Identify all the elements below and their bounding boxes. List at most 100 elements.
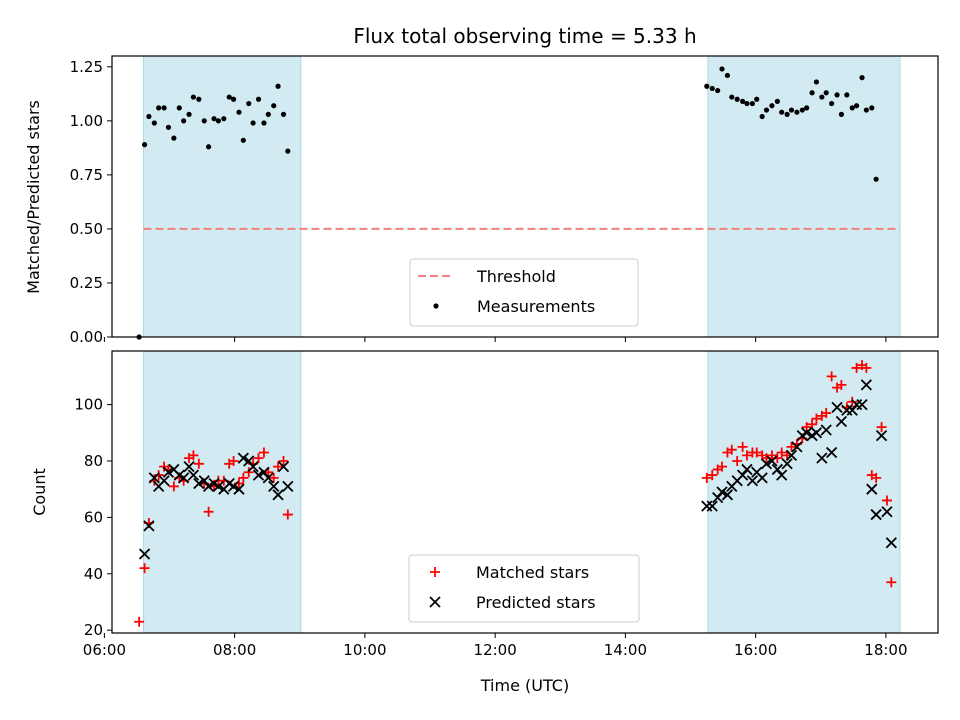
predicted-star-point [760, 458, 773, 470]
measurement-point [280, 111, 287, 117]
predicted-star-point [721, 489, 734, 501]
predicted-star-point [233, 483, 245, 495]
measurement-point [255, 96, 262, 102]
predicted-star-point [771, 463, 783, 476]
predicted-star-point [791, 441, 803, 453]
predicted-star-point [198, 475, 210, 487]
predicted-star-point [856, 398, 868, 411]
measurement-point [719, 66, 725, 72]
matched-star-point [886, 577, 897, 588]
matched-star-point [243, 467, 254, 478]
measurement-point [729, 94, 735, 100]
predicted-star-point [881, 506, 893, 518]
predicted-star-point [781, 458, 793, 470]
top-panel: 0.00 0.25 0.50 0.75 1.00 1.25 Matched/Predict… [24, 55, 939, 346]
measurement-point [265, 111, 271, 117]
predicted-star-point [825, 446, 838, 459]
measurement-point [859, 75, 865, 81]
measurement-point [271, 103, 277, 109]
top-y-tick-label: 0.50 [70, 220, 103, 238]
measurement-point [211, 116, 217, 122]
matched-star-point [786, 441, 797, 452]
measurement-point [869, 105, 875, 111]
measurement-point [769, 103, 775, 109]
measurement-point [829, 100, 835, 107]
matched-star-point [851, 362, 862, 373]
measurement-point [161, 105, 167, 111]
predicted-star-point [712, 492, 724, 504]
predicted-star-point [277, 460, 290, 473]
measurement-point [246, 100, 252, 107]
top-y-tick-label: 0.75 [70, 166, 103, 184]
measurement-point [849, 105, 855, 111]
top-y-tick-label: 0.25 [70, 274, 103, 292]
matched-star-point [876, 422, 887, 433]
predicted-star-point [866, 483, 878, 495]
predicted-star-point [801, 427, 813, 439]
top-axes-frame [111, 55, 939, 338]
legend-measurements-swatch [433, 303, 439, 309]
matched-star-point [826, 371, 837, 382]
matched-star-point [258, 447, 269, 458]
bottom-legend-label-2: Predicted stars [476, 593, 596, 612]
predicted-stars-series [138, 379, 897, 560]
measurement-point [838, 111, 844, 117]
bottom-y-ticks: 20 40 60 80 100 [74, 396, 112, 639]
predicted-star-point [237, 452, 249, 464]
bottom-legend-box [408, 554, 640, 623]
bottom-y-tick-label: 100 [74, 396, 103, 414]
measurement-point [151, 120, 157, 126]
predicted-star-point [178, 472, 190, 484]
matched-star-point [821, 408, 832, 419]
matched-star-point [707, 470, 718, 481]
measurement-point [754, 96, 760, 102]
matched-star-point [139, 563, 150, 574]
measurement-point [809, 90, 815, 96]
top-shaded-regions [142, 55, 901, 338]
measurement-point [275, 83, 281, 89]
measurements-series [136, 66, 879, 340]
predicted-star-point [870, 508, 882, 521]
bottom-y-tick-label: 20 [84, 621, 103, 639]
top-legend: Threshold Measurements [409, 258, 639, 327]
predicted-star-point [262, 472, 274, 484]
measurement-point [201, 118, 207, 124]
measurement-point [141, 142, 148, 148]
measurement-point [844, 92, 850, 98]
measurement-point [206, 144, 212, 150]
measurement-point [285, 148, 291, 154]
predicted-star-point [831, 401, 843, 414]
bottom-x-tick-label: 16:00 [734, 641, 777, 659]
top-x-ticks [103, 337, 887, 342]
predicted-star-point [183, 460, 195, 473]
measurement-point [715, 87, 721, 94]
bottom-axes-frame [111, 350, 939, 634]
matched-star-point [168, 481, 179, 492]
top-shaded-region-1 [142, 55, 302, 338]
predicted-star-point [243, 455, 255, 467]
matched-star-point [726, 444, 737, 455]
measurement-point [261, 120, 267, 126]
measurement-point [863, 107, 869, 113]
top-legend-box [409, 258, 639, 327]
matched-star-point [751, 447, 762, 458]
predicted-star-point [816, 452, 828, 464]
matched-star-point [278, 455, 289, 466]
bottom-y-tick-label: 60 [84, 508, 103, 526]
predicted-star-point [706, 500, 718, 512]
predicted-star-point [746, 475, 759, 487]
top-y-ticks: 0.00 0.25 0.50 0.75 1.00 1.25 [70, 58, 112, 346]
predicted-star-point [846, 404, 858, 416]
predicted-star-point [227, 480, 240, 492]
bottom-shaded-region-2 [707, 350, 901, 634]
measurement-point [181, 118, 187, 124]
predicted-star-point [138, 548, 151, 560]
measurement-point [813, 79, 820, 85]
top-y-tick-label: 0.00 [70, 328, 103, 346]
matched-star-point [776, 447, 787, 458]
predicted-star-point [716, 486, 728, 498]
matched-star-point [268, 472, 279, 483]
x-axis-label: Time (UTC) [480, 676, 569, 695]
legend-predicted-swatch [429, 596, 441, 608]
